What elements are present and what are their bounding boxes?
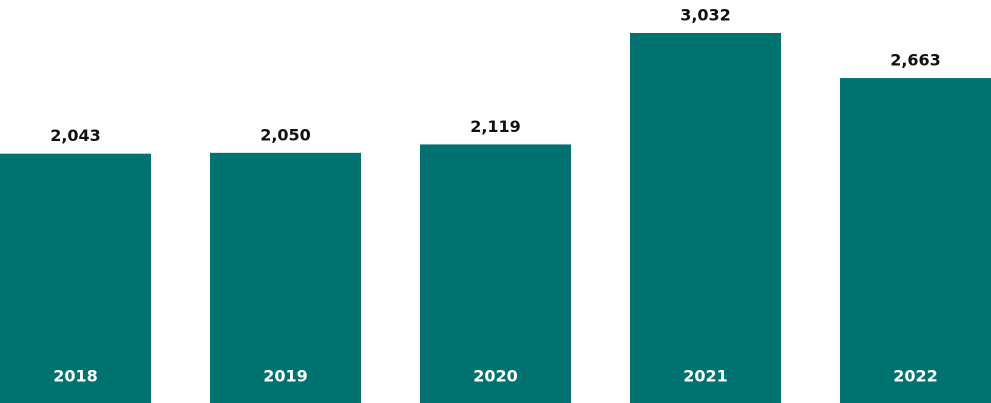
value-label: 3,032 (680, 6, 731, 25)
x-tick-label: 2019 (263, 367, 308, 386)
bar (840, 78, 991, 403)
x-tick-label: 2020 (473, 367, 518, 386)
value-label: 2,119 (470, 117, 521, 136)
bar (630, 33, 781, 403)
value-label: 2,050 (260, 125, 311, 144)
value-label: 2,663 (890, 51, 941, 70)
x-tick-label: 2022 (893, 367, 938, 386)
bar (420, 144, 571, 403)
bar (0, 153, 151, 403)
x-tick-label: 2018 (53, 367, 98, 386)
x-tick-label: 2021 (683, 367, 728, 386)
bar (210, 152, 361, 403)
value-label: 2,043 (50, 126, 101, 145)
